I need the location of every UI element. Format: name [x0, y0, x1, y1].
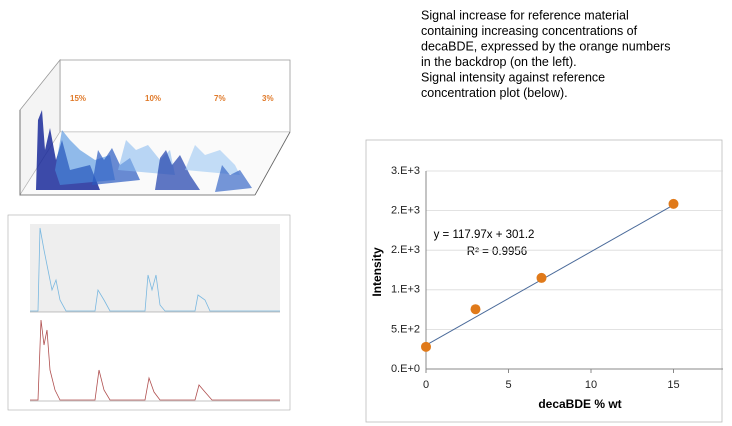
- x-axis-label: decaBDE % wt: [538, 397, 621, 411]
- backdrop-label: 3%: [262, 94, 274, 103]
- data-point: [536, 272, 547, 283]
- y-tick-label: 5.E+2: [391, 323, 420, 335]
- y-tick-label: 3.E+3: [391, 165, 420, 177]
- spectra-3d: [19, 58, 291, 197]
- y-tick-label: 1.E+3: [391, 284, 420, 296]
- x-tick-label: 5: [505, 379, 511, 391]
- backdrop-label: 10%: [145, 94, 161, 103]
- y-tick-label: 2.E+3: [391, 205, 420, 217]
- description-line: concentration plot (below).: [421, 86, 568, 100]
- backdrop-label: 15%: [70, 94, 86, 103]
- description-line: containing increasing concentrations of: [421, 24, 638, 38]
- data-point: [421, 341, 431, 352]
- description-line: Signal intensity against reference: [421, 70, 605, 84]
- trendline-equation: y = 117.97x + 301.2: [434, 229, 535, 241]
- trendline-r2: R² = 0.9956: [467, 246, 527, 258]
- data-point: [668, 198, 679, 209]
- description-line: Signal increase for reference material: [421, 8, 629, 22]
- y-tick-label: 0.E+0: [391, 363, 420, 375]
- y-tick-label: 2.E+3: [391, 244, 420, 256]
- x-tick-label: 0: [423, 379, 429, 391]
- chromatograms: [7, 214, 291, 411]
- data-point: [470, 304, 481, 315]
- trendline: [425, 204, 674, 346]
- x-tick-label: 10: [585, 379, 597, 391]
- description-line: in the backdrop (on the left).: [421, 55, 577, 69]
- y-axis-label: Intensity: [370, 247, 384, 297]
- description-line: decaBDE, expressed by the orange numbers: [421, 39, 670, 53]
- backdrop-label: 7%: [214, 94, 226, 103]
- x-tick-label: 15: [667, 379, 679, 391]
